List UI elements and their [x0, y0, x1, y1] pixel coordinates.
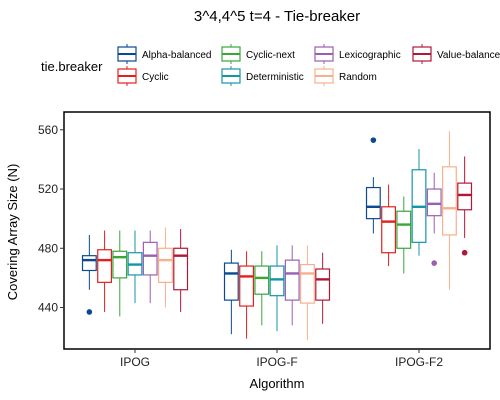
box-value-balanced-ipog-f2 [457, 156, 473, 256]
box-alpha-balanced-ipog [81, 234, 97, 315]
box-iqr [142, 241, 158, 276]
box-random-ipog [157, 227, 173, 308]
legend-item-value-balanced: Value-balanced [412, 44, 500, 64]
legend-label: Random [339, 72, 377, 83]
legend-label: Cyclic-next [246, 50, 295, 61]
box-cyclic-ipog [97, 230, 113, 312]
box-deterministic-ipog-f [269, 245, 285, 332]
legend-item-cyclic-next: Cyclic-next [221, 44, 295, 64]
box-iqr [254, 265, 270, 295]
y-axis: 440 480 520 560 [38, 123, 64, 315]
box-cyclic-next-ipog-f [254, 251, 270, 326]
legend-title: tie.breaker [41, 59, 103, 74]
box-alpha-balanced-ipog-f [223, 249, 239, 335]
x-tick-label: IPOG [120, 355, 150, 369]
box-lexicographic-ipog-f2 [426, 172, 442, 266]
box-iqr [157, 247, 173, 283]
box-random-ipog-f2 [441, 131, 457, 290]
box-iqr [173, 247, 189, 291]
box-iqr [97, 249, 113, 283]
legend-item-cyclic: Cyclic [117, 66, 169, 86]
box-iqr [381, 206, 397, 254]
y-tick-label: 560 [38, 123, 58, 137]
box-cyclic-ipog-f2 [381, 184, 397, 267]
box-value-balanced-ipog [173, 229, 189, 312]
box-alpha-balanced-ipog-f2 [365, 137, 381, 234]
box-outlier [370, 137, 377, 143]
legend-item-deterministic: Deterministic [221, 66, 304, 86]
box-iqr [81, 255, 97, 272]
box-iqr [396, 210, 412, 249]
box-random-ipog-f [299, 245, 315, 341]
y-tick-label: 480 [38, 241, 58, 255]
box-iqr [223, 262, 239, 301]
box-iqr [112, 250, 128, 279]
box-iqr [284, 259, 300, 301]
box-iqr [299, 263, 315, 304]
y-tick-label: 440 [38, 301, 58, 315]
legend-label: Alpha-balanced [142, 50, 212, 61]
box-iqr [269, 265, 285, 297]
box-deterministic-ipog [127, 230, 143, 304]
box-outlier [431, 260, 438, 266]
legend-item-random: Random [314, 66, 377, 86]
box-iqr [441, 166, 457, 236]
legend-item-alpha-balanced: Alpha-balanced [117, 44, 212, 64]
box-cyclic-next-ipog-f2 [396, 196, 412, 274]
box-outlier [461, 249, 468, 256]
box-outlier [86, 309, 93, 315]
y-tick-label: 520 [38, 182, 58, 196]
x-tick-label: IPOG-F2 [395, 355, 443, 369]
box-lexicographic-ipog-f [284, 245, 300, 326]
legend-label: Deterministic [246, 72, 304, 83]
legend-label: Cyclic [142, 72, 169, 83]
legend: Alpha-balanced Cyclic Cyclic-next Determini… [117, 44, 500, 86]
legend-label: Value-balanced [437, 50, 500, 61]
box-value-balanced-ipog-f [315, 252, 331, 324]
legend-label: Lexicographic [339, 50, 401, 61]
x-tick-label: IPOG-F [256, 355, 297, 369]
box-iqr [426, 188, 442, 217]
box-iqr [365, 186, 381, 220]
box-lexicographic-ipog [142, 230, 158, 304]
box-cyclic-next-ipog [112, 230, 128, 317]
box-iqr [239, 265, 255, 307]
box-iqr [315, 268, 331, 301]
y-axis-title: Covering Array Size (N) [5, 164, 20, 301]
x-axis-title: Algorithm [250, 376, 305, 391]
chart-title: 3^4,4^5 t=4 - Tie-breaker [194, 8, 360, 25]
box-iqr [457, 182, 473, 211]
box-cyclic-ipog-f [239, 251, 255, 339]
legend-item-lexicographic: Lexicographic [314, 44, 401, 64]
x-axis: IPOG IPOG-F IPOG-F2 [120, 349, 443, 369]
box-series [81, 131, 473, 341]
box-deterministic-ipog-f2 [411, 149, 427, 256]
